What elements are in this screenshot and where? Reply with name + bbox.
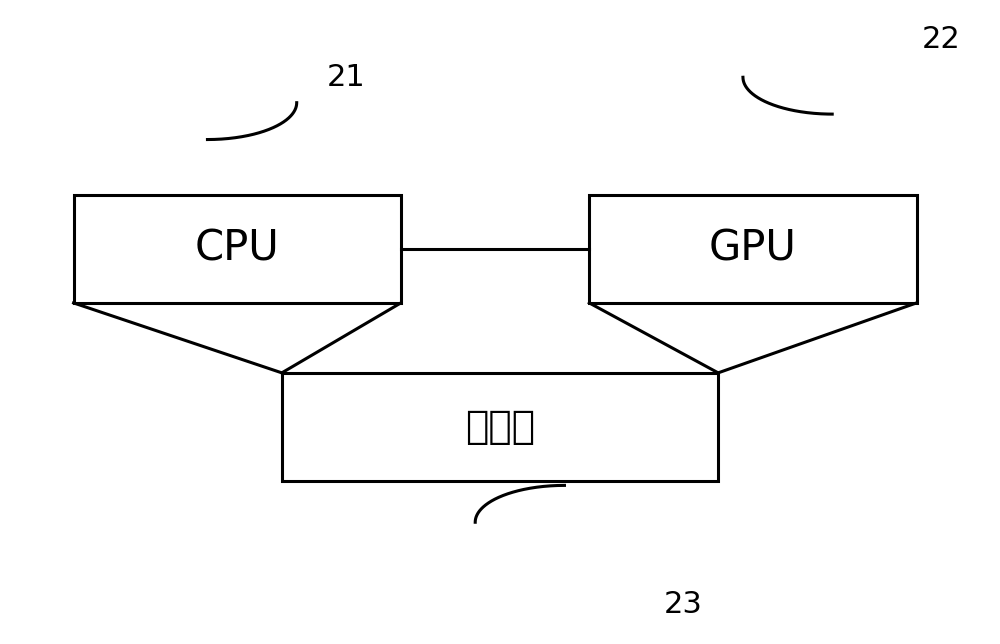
Text: 23: 23 — [664, 591, 703, 620]
Bar — [74, 195, 401, 303]
Text: 22: 22 — [922, 24, 961, 53]
Bar — [589, 195, 916, 303]
Text: GPU: GPU — [709, 228, 797, 270]
Text: CPU: CPU — [195, 228, 280, 270]
Bar — [282, 373, 718, 481]
Text: 存储器: 存储器 — [465, 408, 535, 446]
Text: 21: 21 — [327, 62, 366, 91]
